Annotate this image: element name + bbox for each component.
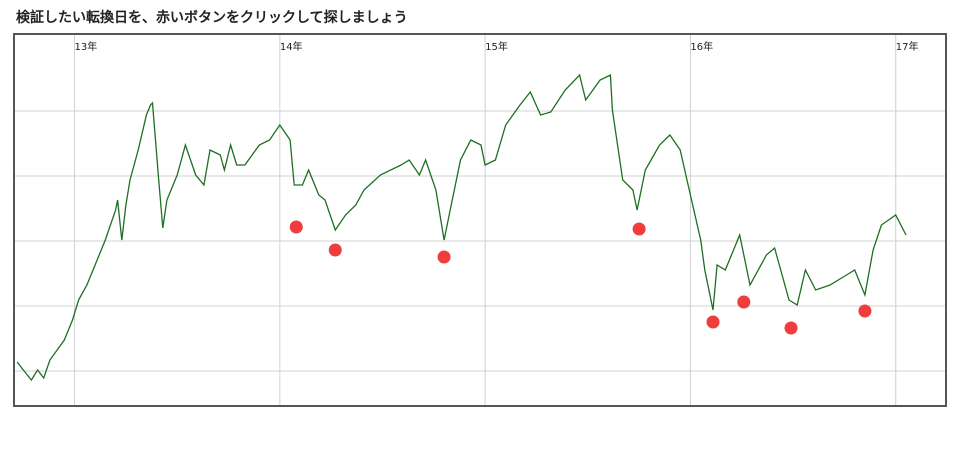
turning-point-button[interactable] — [858, 304, 872, 318]
x-tick-label: 16年 — [690, 40, 713, 53]
x-tick-label: 15年 — [485, 40, 508, 53]
chart-title: 検証したい転換日を、赤いボタンをクリックして探しましょう — [16, 9, 408, 26]
x-tick-label: 17年 — [896, 40, 919, 53]
x-tick-label: 13年 — [75, 40, 98, 53]
price-line — [16, 73, 907, 382]
turning-point-button[interactable] — [632, 222, 646, 236]
turning-point-button[interactable] — [737, 295, 751, 309]
turning-point-button[interactable] — [706, 315, 720, 329]
turning-point-button[interactable] — [437, 250, 451, 264]
turning-point-button[interactable] — [289, 220, 303, 234]
turning-point-button[interactable] — [784, 321, 798, 335]
x-tick-label: 14年 — [280, 40, 303, 53]
plot-frame — [13, 33, 947, 407]
turning-point-button[interactable] — [328, 243, 342, 257]
